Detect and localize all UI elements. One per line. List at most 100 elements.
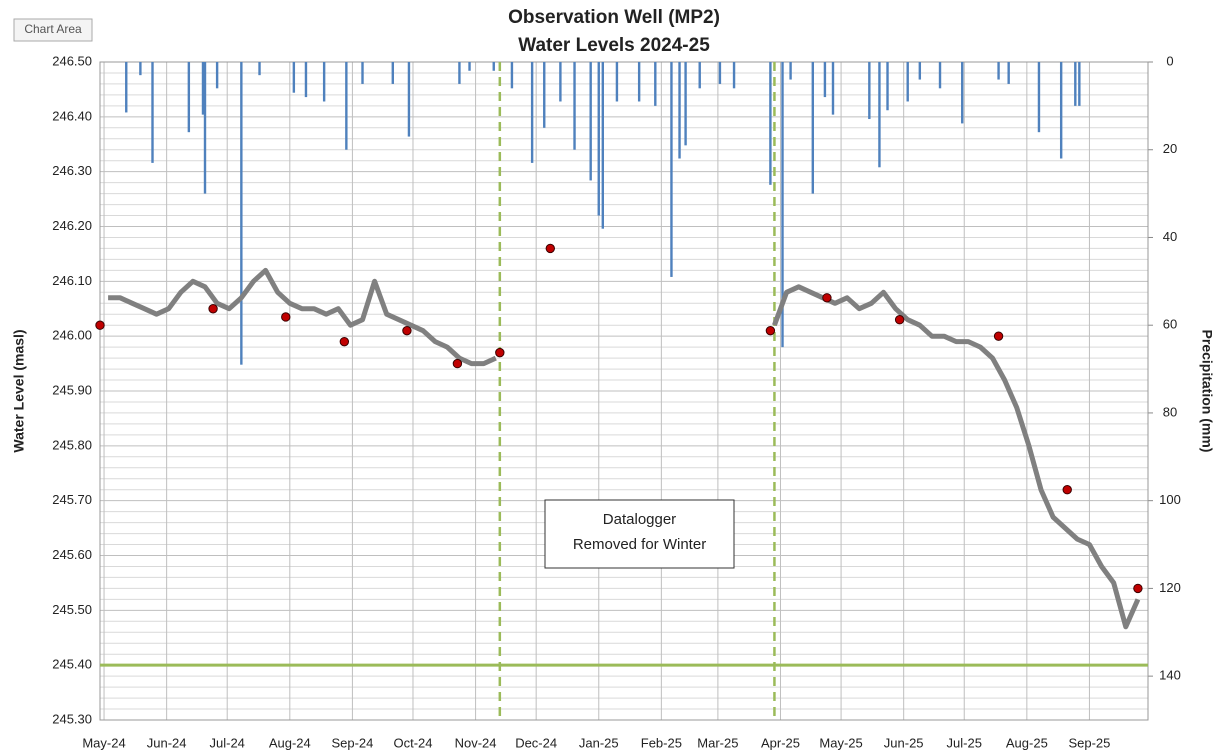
- precip-bar: [906, 62, 909, 102]
- manual-measurement: [402, 325, 412, 336]
- annotation: Removed for Winter: [573, 536, 706, 553]
- precip-bar: [203, 62, 207, 194]
- x-tick-label: Oct-24: [393, 735, 432, 750]
- y2-tick-label: 60: [1163, 317, 1177, 332]
- water-level-line: [108, 267, 1141, 630]
- precip-bar: [589, 62, 592, 181]
- y2-tick-label: 80: [1163, 404, 1177, 419]
- precip-bar: [886, 62, 889, 111]
- precip-bar: [1078, 62, 1081, 106]
- x-tick-label: Jul-25: [947, 735, 982, 750]
- precip-bar: [868, 62, 871, 120]
- precip-bar: [345, 62, 348, 150]
- y2-tick-label: 100: [1159, 492, 1181, 507]
- plot-frame: [99, 61, 1149, 721]
- y2-tick-label: 120: [1159, 580, 1181, 595]
- precip-bar: [654, 62, 657, 106]
- precip-bar: [1074, 62, 1077, 106]
- precip-bar: [637, 62, 641, 102]
- chart-title: Observation Well (MP2): [508, 7, 720, 28]
- precip-bar: [732, 62, 736, 89]
- precip-bar: [1037, 62, 1041, 133]
- y-tick-label: 246.10: [52, 273, 92, 288]
- x-tick-label: Aug-24: [269, 735, 311, 750]
- y-tick-label: 246.30: [52, 163, 92, 178]
- y-tick-label: 245.80: [52, 437, 92, 452]
- precip-bar: [201, 62, 205, 115]
- x-tick-label: Sep-25: [1068, 735, 1110, 750]
- manual-measurement: [281, 312, 291, 322]
- x-tick-label: Jun-24: [147, 735, 187, 750]
- precip-bar: [361, 62, 364, 84]
- manual-measurement: [495, 347, 505, 358]
- precip-bar: [670, 62, 673, 277]
- precip-bar: [407, 62, 411, 137]
- precip-bar: [391, 62, 394, 84]
- precip-bar: [559, 62, 562, 102]
- x-tick-label: May-24: [82, 735, 125, 750]
- precip-bar: [878, 62, 881, 168]
- x-tick-label: Jul-24: [210, 735, 245, 750]
- precip-bar: [597, 62, 600, 216]
- manual-measurement: [208, 304, 218, 314]
- manual-measurement: [1133, 583, 1143, 594]
- tooltip: Chart Area: [24, 22, 82, 36]
- x-tick-label: Apr-25: [761, 735, 800, 750]
- x-tick-label: Nov-24: [455, 735, 497, 750]
- precip-bar: [322, 62, 326, 102]
- x-tick-label: Dec-24: [515, 735, 557, 750]
- precip-bar: [918, 62, 922, 80]
- precip-bar: [831, 62, 835, 115]
- precip-bar: [304, 62, 308, 98]
- y2-axis-title: Precipitation (mm): [1199, 330, 1215, 453]
- precip-bar: [823, 62, 827, 98]
- precip-bar: [1007, 62, 1010, 84]
- x-tick-label: Mar-25: [697, 735, 738, 750]
- precip-bar: [187, 62, 191, 133]
- y2-tick-label: 40: [1163, 229, 1177, 244]
- precip-bar: [601, 62, 604, 229]
- x-tick-label: Jun-25: [884, 735, 924, 750]
- precip-bar: [530, 62, 534, 163]
- chart-title: Water Levels 2024-25: [518, 35, 710, 56]
- manual-measurement: [95, 320, 105, 330]
- y2-tick-label: 0: [1166, 53, 1173, 68]
- precip-bar: [997, 62, 1000, 80]
- manual-measurement: [993, 331, 1004, 341]
- precip-bar: [292, 62, 296, 93]
- y-tick-label: 245.60: [52, 547, 92, 562]
- precip-bar: [125, 62, 128, 113]
- x-tick-label: Aug-25: [1006, 735, 1048, 750]
- x-tick-label: Sep-24: [331, 735, 373, 750]
- precip-bar: [492, 62, 495, 71]
- precip-bar: [151, 62, 154, 163]
- y2-tick-label: 140: [1159, 668, 1181, 683]
- precip-bar: [718, 62, 722, 84]
- precip-bar: [811, 62, 815, 194]
- precip-bar: [769, 62, 772, 185]
- precip-bar: [938, 62, 942, 89]
- precip-bar: [781, 62, 784, 348]
- annotation: Datalogger: [603, 511, 676, 528]
- y-tick-label: 245.30: [52, 711, 92, 726]
- y2-tick-label: 20: [1163, 141, 1177, 156]
- y-tick-label: 245.40: [52, 657, 92, 672]
- precip-bar: [961, 62, 964, 124]
- y-tick-label: 245.70: [52, 492, 92, 507]
- y-tick-label: 246.40: [52, 108, 92, 123]
- y-tick-label: 246.20: [52, 218, 92, 233]
- manual-measurement: [1062, 485, 1072, 495]
- precip-bar: [458, 62, 461, 84]
- precip-bar: [698, 62, 701, 89]
- manual-measurement: [339, 336, 350, 347]
- precip-bar: [258, 62, 261, 76]
- x-tick-label: Jan-25: [579, 735, 619, 750]
- x-tick-label: May-25: [819, 735, 862, 750]
- precip-bar: [615, 62, 619, 102]
- precip-bar: [789, 62, 792, 80]
- precip-bar: [543, 62, 546, 128]
- y-tick-label: 246.00: [52, 328, 92, 343]
- precip-bar: [510, 62, 514, 89]
